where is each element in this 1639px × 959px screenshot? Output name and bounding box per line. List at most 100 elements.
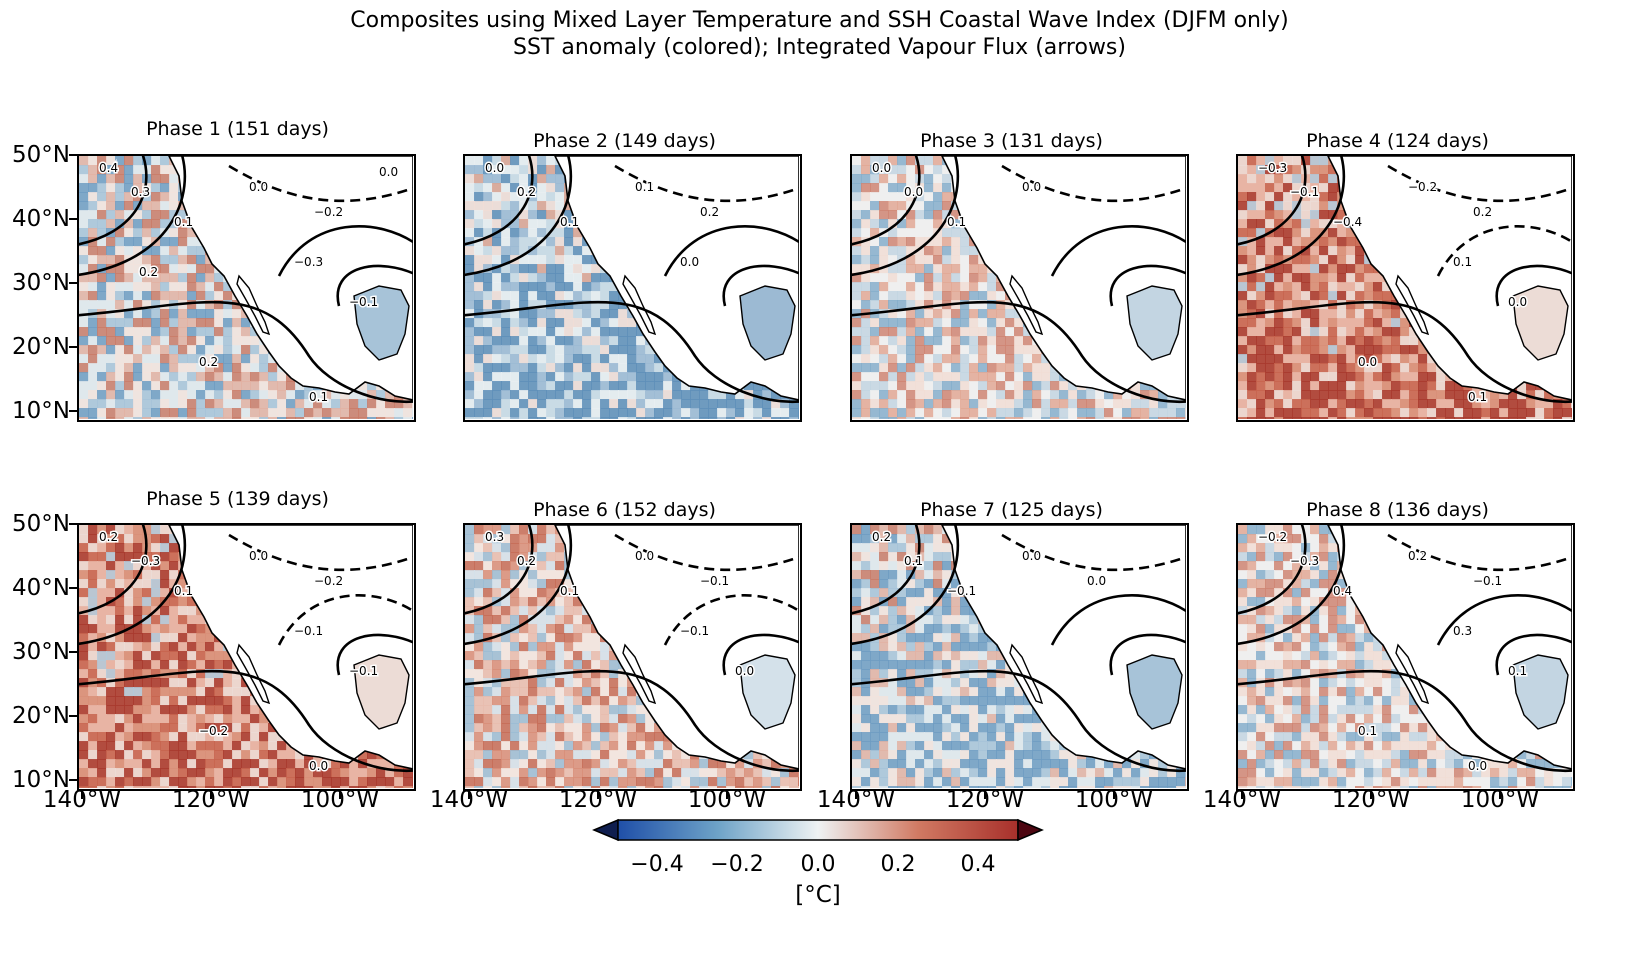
vapour-flux-contour (1109, 633, 1186, 676)
colorbar (592, 818, 1044, 842)
vapour-flux-contour (465, 525, 573, 645)
vapour-flux-contour (228, 164, 413, 203)
vapour-flux-contour (79, 300, 413, 404)
vapour-flux-contour (1495, 264, 1572, 307)
baja-peninsula (236, 274, 271, 336)
contour-label: −0.1 (700, 574, 729, 588)
figure-title-line-2: SST anomaly (colored); Integrated Vapour… (513, 35, 1126, 60)
contour-label: 0.0 (249, 549, 268, 563)
map-canvas: 0.0 0.2 0.1 0.1 0.2 0.0 (465, 156, 799, 419)
baja-peninsula (1009, 643, 1044, 705)
vapour-flux-contour (465, 156, 573, 276)
contour-label: 0.2 (99, 530, 118, 544)
contour-label: 0.1 (560, 584, 579, 598)
contour-label: −0.3 (1290, 554, 1319, 568)
contour-label: 0.4 (1333, 584, 1352, 598)
x-tick (1499, 791, 1501, 799)
contour-label: 0.1 (1358, 724, 1377, 738)
contour-label: −0.1 (294, 624, 323, 638)
contour-label: 0.2 (700, 205, 719, 219)
contour-label: −0.2 (314, 205, 343, 219)
map-panel-phase-5: 0.2 −0.3 0.1 0.0 −0.2 −0.1 −0.1 −0.2 0.0 (77, 523, 416, 791)
contour-label: 0.0 (735, 664, 754, 678)
vapour-flux-contour (1238, 525, 1307, 615)
contour-label: 0.2 (872, 530, 891, 544)
vapour-flux-contour (228, 533, 413, 572)
map-canvas: 0.2 0.1 −0.1 0.0 0.0 (852, 525, 1186, 788)
vapour-flux-contour (465, 525, 534, 615)
colorbar-extend-min (592, 818, 619, 842)
vapour-flux-contour (1050, 225, 1186, 277)
vapour-flux-contour (663, 594, 799, 646)
contour-label: 0.0 (680, 255, 699, 269)
yucatan-landmass (739, 285, 796, 361)
y-tick (69, 779, 77, 781)
contour-label: −0.3 (1258, 161, 1287, 175)
map-canvas: 0.4 0.3 0.1 0.0 −0.2 −0.3 −0.1 0.2 0.1 0.2 0.0 (79, 156, 413, 419)
vapour-flux-contour (79, 156, 187, 276)
colorbar-unit-label: [°C] (795, 882, 841, 908)
contour-label: 0.1 (560, 215, 579, 229)
vapour-flux-contour (852, 156, 921, 246)
x-tick (597, 791, 599, 799)
map-panel-phase-6: 0.3 0.2 0.1 0.0 −0.1 −0.1 0.0 (463, 523, 802, 791)
y-tick-label: 40°N (12, 575, 70, 601)
vapour-flux-contour (465, 300, 799, 404)
y-tick (69, 218, 77, 220)
panel-5-title: Phase 5 (139 days) (146, 488, 329, 510)
contour-label: 0.3 (131, 185, 150, 199)
x-tick (984, 791, 986, 799)
figure-title-line-1: Composites using Mixed Layer Temperature… (350, 8, 1289, 33)
colorbar-extend-max (1017, 818, 1044, 842)
map-panel-phase-3: 0.0 0.0 0.1 0.0 (850, 154, 1189, 422)
yucatan-landmass (353, 285, 410, 361)
contour-label: 0.0 (309, 759, 328, 773)
contour-label: 0.3 (485, 530, 504, 544)
vapour-flux-contour (465, 156, 534, 246)
map-canvas: 0.2 −0.3 0.1 0.0 −0.2 −0.1 −0.1 −0.2 0.0 (79, 525, 413, 788)
panel-1-title: Phase 1 (151 days) (146, 118, 329, 140)
map-canvas: −0.3−0.1 −0.4 −0.2 0.2 0.1 0.0 0.0 0.1 (1238, 156, 1572, 419)
vapour-flux-contour (852, 300, 1186, 404)
y-tick (69, 410, 77, 412)
vapour-flux-contour (79, 525, 148, 615)
colorbar-tick-label: 0.4 (960, 852, 996, 877)
vapour-flux-contour (79, 525, 187, 645)
contour-label: −0.2 (199, 724, 228, 738)
contour-label: −0.3 (131, 554, 160, 568)
y-tick (69, 154, 77, 156)
y-tick-label: 50°N (12, 142, 70, 168)
contour-label: 0.0 (485, 161, 504, 175)
contour-label: 0.2 (1408, 549, 1427, 563)
contour-label: 0.0 (635, 549, 654, 563)
y-tick-label: 30°N (12, 639, 70, 665)
x-tick (726, 791, 728, 799)
vapour-flux-contour (1436, 225, 1572, 277)
y-tick (69, 715, 77, 717)
contour-label: 0.1 (904, 554, 923, 568)
x-tick (339, 791, 341, 799)
contour-label: −0.1 (1290, 185, 1319, 199)
vapour-flux-contour (1387, 533, 1572, 572)
x-tick (1370, 791, 1372, 799)
vapour-flux-contour (1387, 164, 1572, 203)
contour-label: 0.2 (517, 554, 536, 568)
yucatan-landmass (1126, 654, 1183, 730)
contour-label: 0.1 (1453, 255, 1472, 269)
colorbar-tick-label: 0.2 (880, 852, 916, 877)
contour-label: −0.3 (294, 255, 323, 269)
vapour-flux-contour (336, 264, 413, 307)
map-panel-phase-1: 0.4 0.3 0.1 0.0 −0.2 −0.3 −0.1 0.2 0.1 0.2 0.0 (77, 154, 416, 422)
vapour-flux-contour (1238, 525, 1346, 645)
panel-6-title: Phase 6 (152 days) (533, 499, 716, 521)
contour-label: −0.1 (947, 584, 976, 598)
contour-label: 0.1 (174, 215, 193, 229)
vapour-flux-contour (1436, 594, 1572, 646)
panel-8-title: Phase 8 (136 days) (1306, 499, 1489, 521)
contour-label: 0.2 (139, 265, 158, 279)
yucatan-landmass (1512, 285, 1569, 361)
map-panel-phase-4: −0.3 −0.1 −0.4 −0.2 0.2 0.1 0.0 0.0 0.1 (1236, 154, 1575, 422)
vapour-flux-contour (277, 225, 413, 277)
contour-label: 0.2 (199, 355, 218, 369)
colorbar-tick-label: −0.4 (630, 852, 684, 877)
